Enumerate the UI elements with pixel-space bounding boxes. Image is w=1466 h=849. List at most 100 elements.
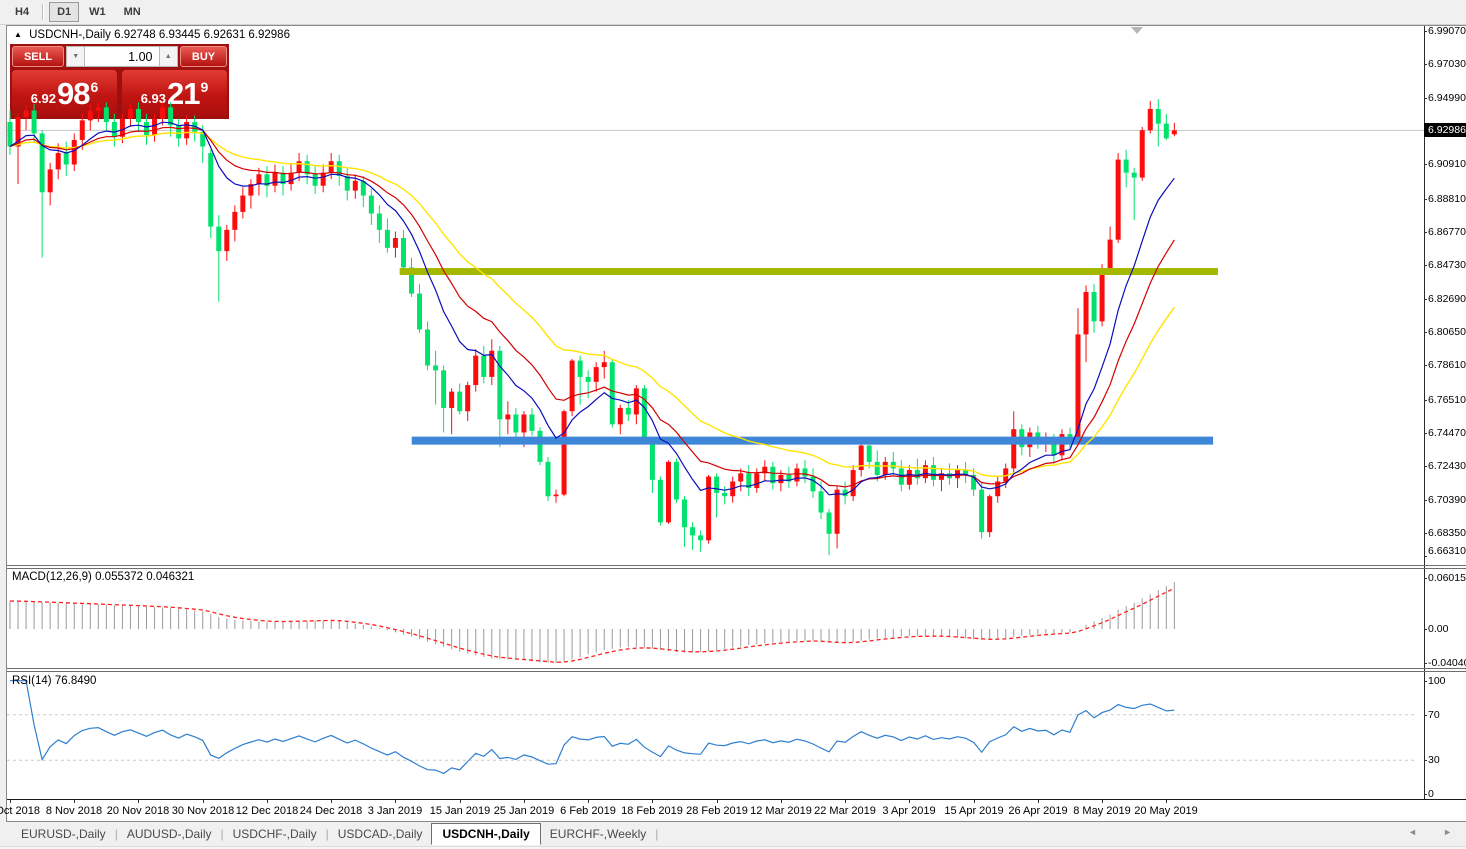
- price-axis-label: 6.74470: [1428, 427, 1466, 439]
- volume-decrease-button[interactable]: ▼: [66, 46, 86, 67]
- rsi-axis-label: 30: [1428, 754, 1440, 766]
- date-axis-label: 15 Jan 2019: [429, 805, 491, 817]
- timeframe-button-w1[interactable]: W1: [89, 6, 106, 18]
- candle-body: [376, 213, 382, 230]
- date-axis-label: 3 Jan 2019: [367, 805, 423, 817]
- candle-body: [665, 461, 671, 523]
- candle-body: [1163, 123, 1169, 139]
- tab-separator: |: [220, 827, 224, 841]
- candle-body: [922, 465, 928, 479]
- candle-body: [802, 468, 808, 477]
- date-axis-label: 12 Dec 2018: [235, 805, 299, 817]
- sell-price-pip: 6: [90, 78, 99, 95]
- panel-splitter-1a[interactable]: [7, 565, 1466, 566]
- date-axis-label: 26 Apr 2019: [1008, 805, 1068, 817]
- timeframe-button-h4[interactable]: H4: [15, 6, 30, 18]
- candle-body: [208, 153, 214, 227]
- chart-tab-eurchf[interactable]: EURCHF-,Weekly: [549, 827, 647, 841]
- price-axis-tick: [1424, 98, 1427, 99]
- candle-body: [513, 414, 519, 433]
- candle-body: [657, 479, 663, 523]
- status-bar: [0, 846, 1466, 849]
- candle-body: [690, 527, 696, 536]
- sell-price-main: 98: [57, 75, 90, 111]
- candle-body: [585, 376, 591, 382]
- chart-tab-usdchf[interactable]: USDCHF-,Daily: [232, 827, 317, 841]
- panel-splitter-1b[interactable]: [7, 568, 1466, 569]
- price-axis-label: 6.78610: [1428, 359, 1466, 371]
- rsi-axis-label: 70: [1428, 709, 1440, 721]
- candle-body: [537, 430, 543, 462]
- rsi-indicator-chart[interactable]: [7, 672, 1424, 799]
- price-axis-tick: [1424, 500, 1427, 501]
- candle-body: [778, 474, 784, 484]
- candle-body: [47, 169, 53, 193]
- chart-tab-eurusd[interactable]: EURUSD-,Daily: [21, 827, 106, 841]
- chart-background[interactable]: [7, 26, 1466, 799]
- hline-resistance[interactable]: [399, 268, 1218, 276]
- candle-body: [336, 161, 342, 176]
- macd-indicator-chart[interactable]: [7, 569, 1424, 667]
- candle-body: [232, 211, 238, 230]
- hline-support[interactable]: [411, 436, 1214, 445]
- chart-shift-marker-icon[interactable]: [1131, 27, 1143, 34]
- candle-body: [906, 470, 912, 485]
- date-axis-label: 15 Apr 2019: [944, 805, 1004, 817]
- rsi-label: RSI(14) 76.8490: [12, 675, 97, 687]
- tab-separator: |: [325, 827, 329, 841]
- tab-separator: |: [655, 827, 659, 841]
- candle-body: [826, 512, 832, 534]
- chart-tab-usdcnh[interactable]: USDCNH-,Daily: [431, 823, 541, 845]
- macd-axis-label: -0.040407: [1428, 657, 1466, 669]
- panel-splitter-2a[interactable]: [7, 668, 1466, 669]
- date-axis-tick: [460, 800, 461, 803]
- date-axis-tick: [974, 800, 975, 803]
- chart-tab-audusd[interactable]: AUDUSD-,Daily: [126, 827, 212, 841]
- main-price-chart[interactable]: [7, 25, 1424, 565]
- candle-body: [457, 391, 463, 412]
- date-axis-tick: [1166, 800, 1167, 803]
- buy-price-pip: 9: [200, 78, 209, 95]
- candle-body: [135, 108, 141, 123]
- timeframe-button-d1[interactable]: D1: [49, 2, 80, 22]
- price-axis-label: 6.72430: [1428, 460, 1466, 472]
- volume-input[interactable]: 1.00: [85, 46, 159, 67]
- candle-body: [995, 481, 1001, 497]
- tab-scroll-left-icon[interactable]: ◄: [1408, 827, 1417, 837]
- candle-body: [1131, 172, 1137, 178]
- sell-button[interactable]: SELL: [12, 46, 64, 67]
- candle-body: [15, 117, 21, 147]
- rsi-axis-label: 0: [1428, 788, 1434, 800]
- date-axis-tick: [395, 800, 396, 803]
- volume-increase-button[interactable]: ▲: [158, 46, 178, 67]
- tab-scroll-right-icon[interactable]: ►: [1443, 827, 1452, 837]
- candle-body: [127, 108, 133, 119]
- panel-splitter-2b[interactable]: [7, 671, 1466, 672]
- price-axis-label: 6.99070: [1428, 25, 1466, 37]
- date-axis-label: 20 Nov 2018: [106, 805, 170, 817]
- macd-axis-tick: [1424, 663, 1427, 664]
- timeframe-button-mn[interactable]: MN: [123, 6, 141, 18]
- moving-average: [9, 126, 1175, 488]
- candle-body: [963, 470, 969, 475]
- candle-body: [762, 466, 768, 474]
- price-axis-tick: [1424, 332, 1427, 333]
- candle-body: [1003, 468, 1009, 482]
- candle-body: [256, 174, 262, 185]
- macd-main-value: 0.055372: [95, 571, 144, 583]
- candle-body: [312, 174, 318, 186]
- candle-body: [304, 161, 310, 175]
- price-axis-label: 6.88810: [1428, 193, 1466, 205]
- candle-body: [63, 153, 69, 165]
- rsi-line: [10, 680, 1175, 775]
- collapse-panel-icon[interactable]: ▲: [14, 30, 22, 39]
- candle-body: [1171, 130, 1177, 135]
- date-axis-label: 29 Oct 2018: [0, 805, 40, 817]
- candle-body: [1083, 291, 1089, 335]
- buy-button[interactable]: BUY: [180, 46, 227, 67]
- candle-body: [216, 226, 222, 252]
- chart-tab-usdcad[interactable]: USDCAD-,Daily: [337, 827, 423, 841]
- candle-body: [786, 474, 792, 482]
